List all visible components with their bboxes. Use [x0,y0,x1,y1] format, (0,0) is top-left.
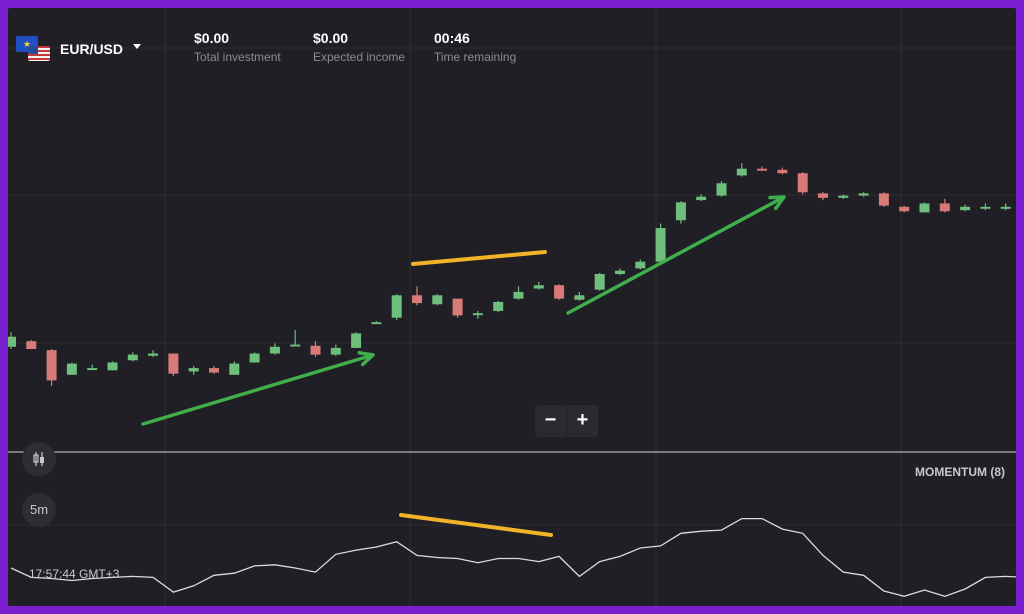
candle-body [635,261,646,269]
timeframe-button[interactable]: 5m [22,493,56,527]
candle-body [249,353,260,363]
current-time: 17:57:44 GMT+3 [29,567,120,581]
candle-body [87,368,98,371]
zoom-divider [566,405,567,437]
uptrend-arrow [141,353,375,426]
candle-body [574,295,585,300]
candle-body [452,298,463,316]
candle-body [8,336,16,347]
time-remaining: 00:46 Time remaining [434,30,516,64]
candle-body [330,347,341,355]
chart-frame: ★ EUR/USD $0.00 Total investment $0.00 E… [8,8,1016,606]
candle-body [736,168,747,176]
candle-body [148,353,159,356]
candle-body [757,168,768,171]
candle-body [838,195,849,198]
candle-body [472,313,483,316]
candle-body [391,295,402,318]
total-investment: $0.00 Total investment [194,30,281,64]
candle-body [209,368,219,373]
candlestick-icon [33,452,44,466]
candle-body [655,228,666,262]
candle-body [229,363,240,375]
candle-body [899,206,910,212]
expected-income-value: $0.00 [313,30,349,46]
candle-body [269,346,280,354]
candle-body [615,270,625,274]
zoom-in-button[interactable]: + [576,409,589,431]
time-remaining-label: Time remaining [434,50,517,64]
candle-body [188,368,199,372]
time-remaining-value: 00:46 [434,30,470,46]
candle-body [168,353,179,374]
candle-body [371,322,382,325]
candle-body [513,291,524,299]
indicator-label: MOMENTUM (8) [915,465,1005,479]
candle-body [777,169,788,174]
momentum-line [10,517,1016,597]
candle-body [858,193,869,196]
expected-income-label: Expected income [313,50,406,64]
candle-body [46,350,57,381]
candle-body [696,196,707,201]
candle-body [675,202,686,221]
candle-body [290,344,301,347]
chart-type-button[interactable] [22,442,56,476]
total-investment-label: Total investment [194,50,281,64]
candle-body [818,193,828,198]
total-investment-value: $0.00 [194,30,230,46]
candle-body [533,285,544,289]
candle-body [1000,206,1011,209]
candle-body [351,333,362,348]
price-trendline [411,250,547,266]
candle-body [107,362,118,371]
asset-selector[interactable]: ★ EUR/USD [16,36,142,62]
candle-body [797,173,808,193]
candle-body [939,203,950,212]
asset-name: EUR/USD [60,41,124,57]
chevron-down-icon [133,43,142,49]
candle-body [554,285,565,299]
uptrend-arrow-head [357,351,375,367]
candlestick-chart[interactable] [8,8,1016,606]
candle-body [493,302,504,311]
uptrend-arrow-head [768,195,786,211]
candle-body [980,206,991,209]
uptrend-arrow [566,195,786,315]
candle-body [412,295,422,304]
candle-body [26,341,37,350]
expected-income: $0.00 Expected income [313,30,405,64]
candle-body [310,345,321,355]
candle-body [127,354,138,361]
momentum-trendline [399,513,553,537]
candle-body [960,206,971,211]
candle-body [878,193,889,206]
zoom-out-button[interactable]: − [544,409,557,431]
candle-body [716,183,727,196]
candle-body [432,295,443,305]
candle-body [594,274,605,290]
candle-body [919,203,930,213]
candle-body [66,363,77,375]
zoom-controls: − + [535,405,598,437]
eur-usd-flag-icon: ★ [16,36,52,62]
